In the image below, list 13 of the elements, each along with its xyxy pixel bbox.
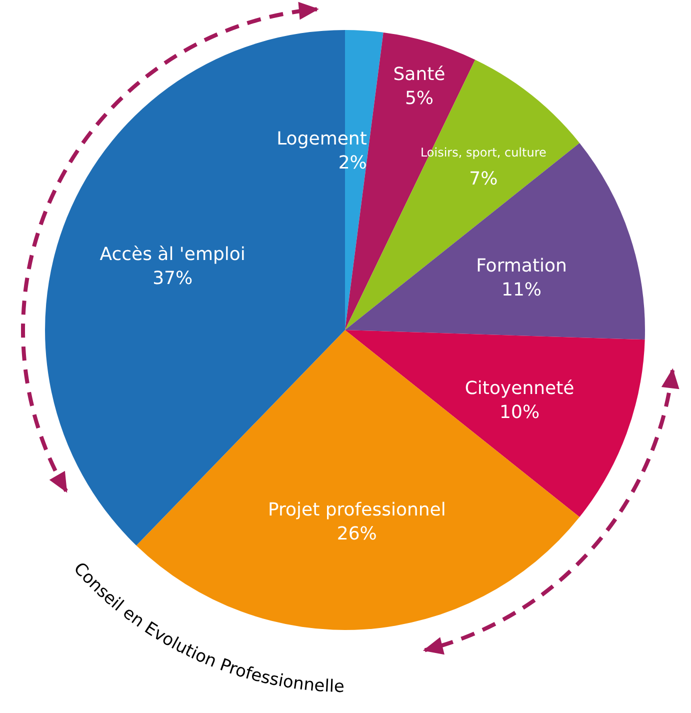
data-label: 26%: [336, 524, 377, 545]
data-label: 10%: [500, 402, 540, 424]
slice-label: Citoyenneté: [464, 378, 574, 400]
data-label: 2%: [338, 152, 367, 174]
slice-label: Formation: [476, 255, 567, 276]
slice-label: Accès àl 'emploi: [100, 244, 246, 266]
slice-label: Projet professionnel: [268, 500, 446, 521]
data-label: 7%: [469, 168, 498, 190]
slice-label: Santé: [393, 64, 446, 85]
data-label: 5%: [404, 88, 434, 109]
slice-label: Logement: [276, 128, 367, 150]
data-label: 37%: [152, 268, 193, 290]
data-label: 11%: [502, 279, 542, 300]
